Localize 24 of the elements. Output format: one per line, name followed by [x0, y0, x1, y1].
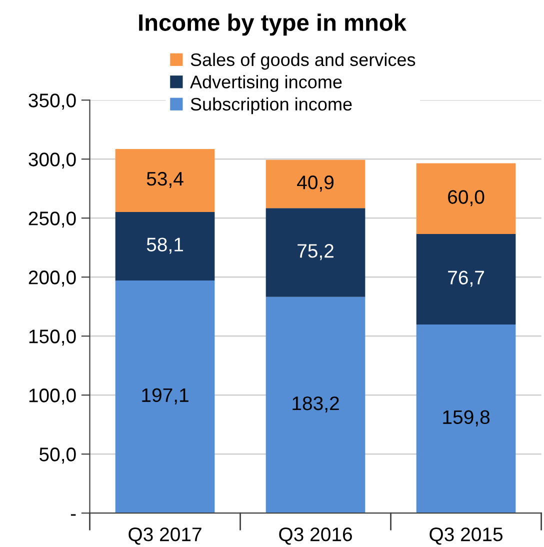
y-tick-label: 150,0	[29, 330, 76, 346]
x-tick-label: Q3 2015	[430, 527, 503, 545]
legend-label: Subscription income	[190, 97, 352, 114]
y-tick-label: 300,0	[28, 152, 76, 169]
data-label: 53,4	[146, 172, 184, 188]
data-label: 76,7	[448, 270, 484, 287]
chart-title: Income by type in mnok	[139, 14, 407, 36]
data-label: 159,8	[443, 410, 490, 426]
data-label: 75,2	[298, 244, 334, 260]
data-label: 197,1	[142, 388, 188, 404]
legend-label: Advertising income	[190, 75, 342, 92]
data-label: 40,9	[297, 176, 334, 192]
data-label: 183,2	[292, 396, 339, 413]
y-tick-label: 350,0	[28, 94, 76, 110]
data-label: 60,0	[448, 190, 484, 206]
y-tick-label: 50,0	[40, 448, 76, 464]
x-tick-label: Q3 2017	[128, 527, 202, 545]
y-tick-label: 200,0	[28, 270, 76, 287]
legend-label: Sales of goods and services	[190, 52, 416, 70]
x-tick-label: Q3 2016	[279, 527, 352, 545]
y-tick-label: 100,0	[29, 388, 76, 405]
y-tick-label: 250,0	[28, 212, 76, 228]
y-tick-label: -	[70, 514, 76, 516]
data-label: 58,1	[146, 238, 183, 254]
